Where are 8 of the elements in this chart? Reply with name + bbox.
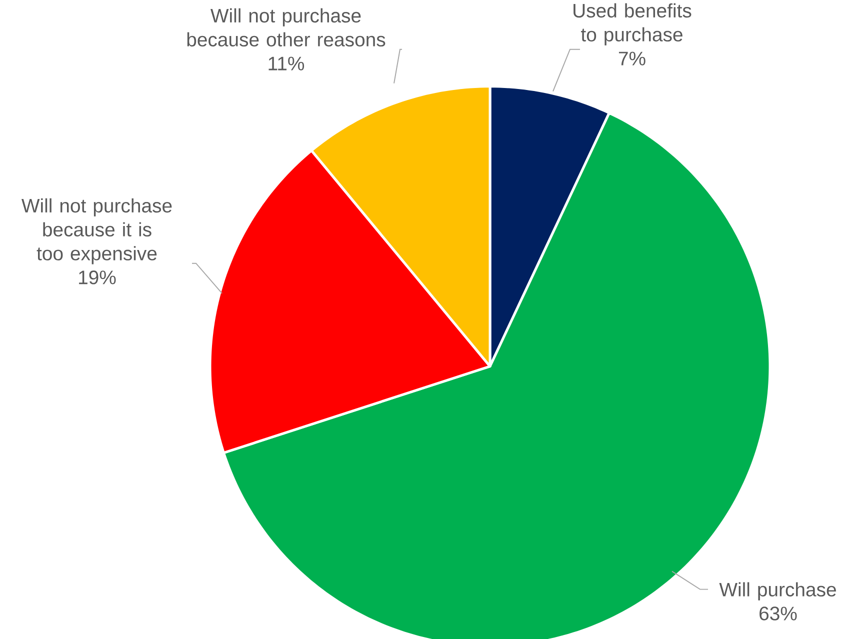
data-label: 63% <box>760 606 797 620</box>
slice-label: Will not purchase because other reasons <box>187 8 386 46</box>
data-label: 7% <box>618 52 646 66</box>
slice-label: Used benefits to purchase <box>574 3 692 46</box>
slice-label: Will purchase <box>719 582 836 600</box>
slice-label: Will not purchase because it is too expensive <box>22 198 172 264</box>
data-label: 19% <box>79 270 116 284</box>
data-label: 11% <box>268 56 304 70</box>
